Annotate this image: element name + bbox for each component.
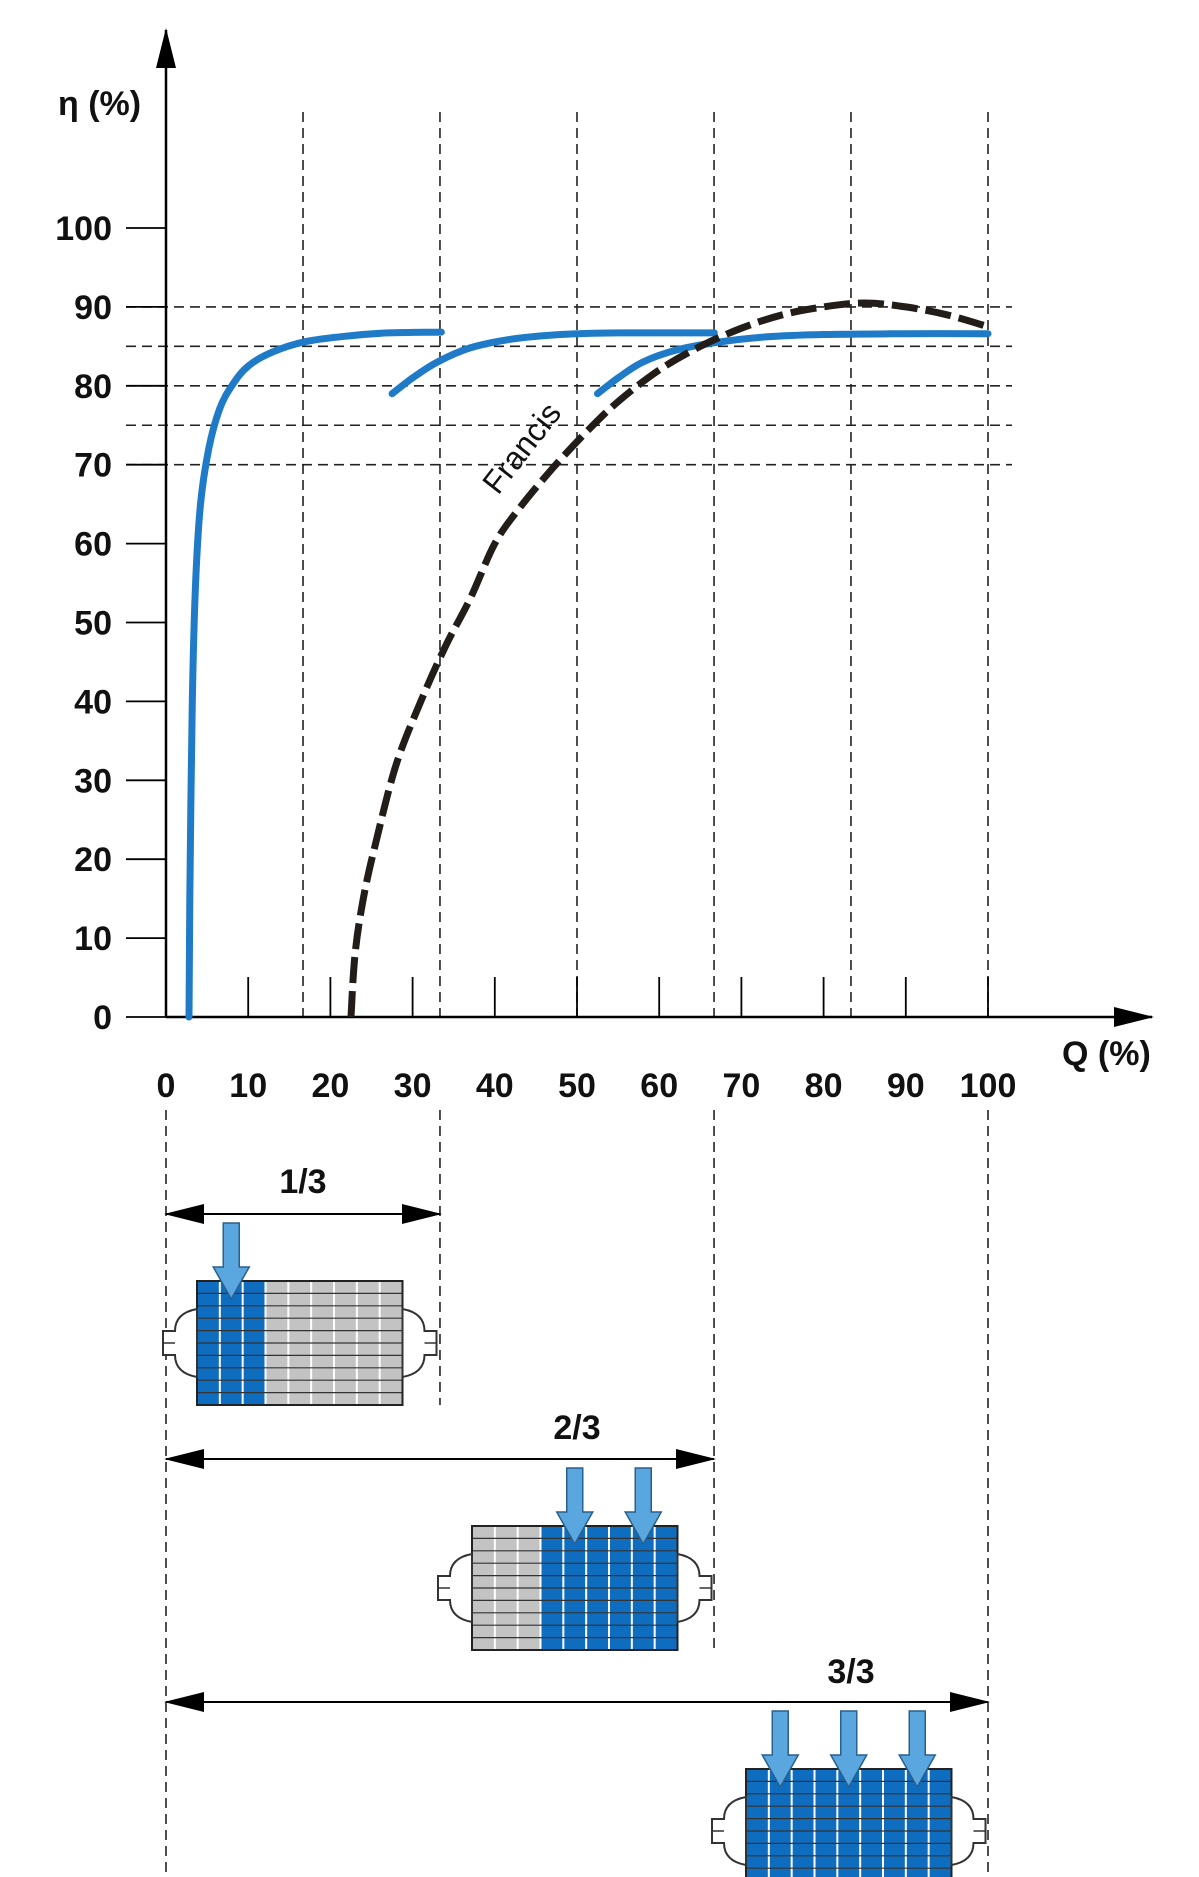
axes xyxy=(156,28,1154,1027)
y-tick-label-60: 60 xyxy=(74,526,112,564)
inflow-arrow-icon xyxy=(829,1710,869,1789)
inflow-arrow-icon xyxy=(211,1222,251,1301)
x-tick-label-0: 0 xyxy=(157,1067,176,1105)
range-label-2: 2/3 xyxy=(553,1409,600,1447)
x-tick-label-40: 40 xyxy=(476,1067,514,1105)
range-2: 2/3 xyxy=(164,1110,717,1651)
inflow-arrow-icon xyxy=(555,1467,595,1546)
shaft-hub-right xyxy=(676,1552,713,1624)
shaft-hub-right xyxy=(950,1795,987,1867)
inflow-arrow-icon xyxy=(623,1467,663,1546)
x-tick-label-10: 10 xyxy=(229,1067,267,1105)
x-tick-label-20: 20 xyxy=(311,1067,349,1105)
turbine-section-curve-3 xyxy=(594,330,992,398)
shaft-hub-right xyxy=(401,1307,438,1379)
x-tick-label-30: 30 xyxy=(394,1067,432,1105)
y-tick-label-30: 30 xyxy=(74,762,112,800)
x-tick-label-70: 70 xyxy=(722,1067,760,1105)
range-label-3: 3/3 xyxy=(827,1653,874,1691)
x-tick-label-100: 100 xyxy=(960,1067,1017,1105)
x-tick-label-90: 90 xyxy=(887,1067,925,1105)
x-tick-label-60: 60 xyxy=(640,1067,678,1105)
y-axis-title: η (%) xyxy=(58,85,141,123)
range-label-1: 1/3 xyxy=(279,1163,326,1201)
efficiency-curves xyxy=(185,299,992,1021)
turbine-section-curve-2 xyxy=(388,329,718,398)
y-tick-label-0: 0 xyxy=(93,999,112,1037)
inflow-arrow-icon xyxy=(760,1710,800,1789)
axis-ticks: 0 10 20 30 40 50 60 70 80 90 100 0 10 20 30 40 50 60 70 80 9… xyxy=(55,210,1016,1105)
y-tick-label-40: 40 xyxy=(74,683,112,721)
range-1: 1/3 xyxy=(162,1110,442,1406)
reference-gridlines xyxy=(126,112,1012,1017)
shaft-hub-left xyxy=(711,1795,747,1867)
y-tick-label-70: 70 xyxy=(74,447,112,485)
y-tick-label-90: 90 xyxy=(74,289,112,327)
shaft-hub-left xyxy=(437,1552,473,1624)
crossflow-turbine-1 xyxy=(162,1222,438,1406)
x-tick-label-50: 50 xyxy=(558,1067,596,1105)
y-tick-label-20: 20 xyxy=(74,841,112,879)
y-tick-label-80: 80 xyxy=(74,368,112,406)
francis-efficiency-curve xyxy=(347,299,989,1018)
crossflow-turbine-2 xyxy=(437,1467,713,1651)
x-axis-title: Q (%) xyxy=(1062,1035,1151,1073)
y-tick-label-50: 50 xyxy=(74,605,112,643)
francis-curve-label: Francis xyxy=(475,395,568,500)
turbine-section-curve-1 xyxy=(185,328,445,1021)
inflow-arrow-icon xyxy=(897,1710,937,1789)
y-tick-label-10: 10 xyxy=(74,920,112,958)
turbine-operating-ranges: 1/3 2/3 3/3 xyxy=(162,1110,990,1877)
crossflow-turbine-3 xyxy=(711,1710,987,1877)
x-tick-label-80: 80 xyxy=(805,1067,843,1105)
range-3: 3/3 xyxy=(164,1110,990,1877)
y-tick-label-100: 100 xyxy=(55,210,112,248)
shaft-hub-left xyxy=(162,1307,198,1379)
